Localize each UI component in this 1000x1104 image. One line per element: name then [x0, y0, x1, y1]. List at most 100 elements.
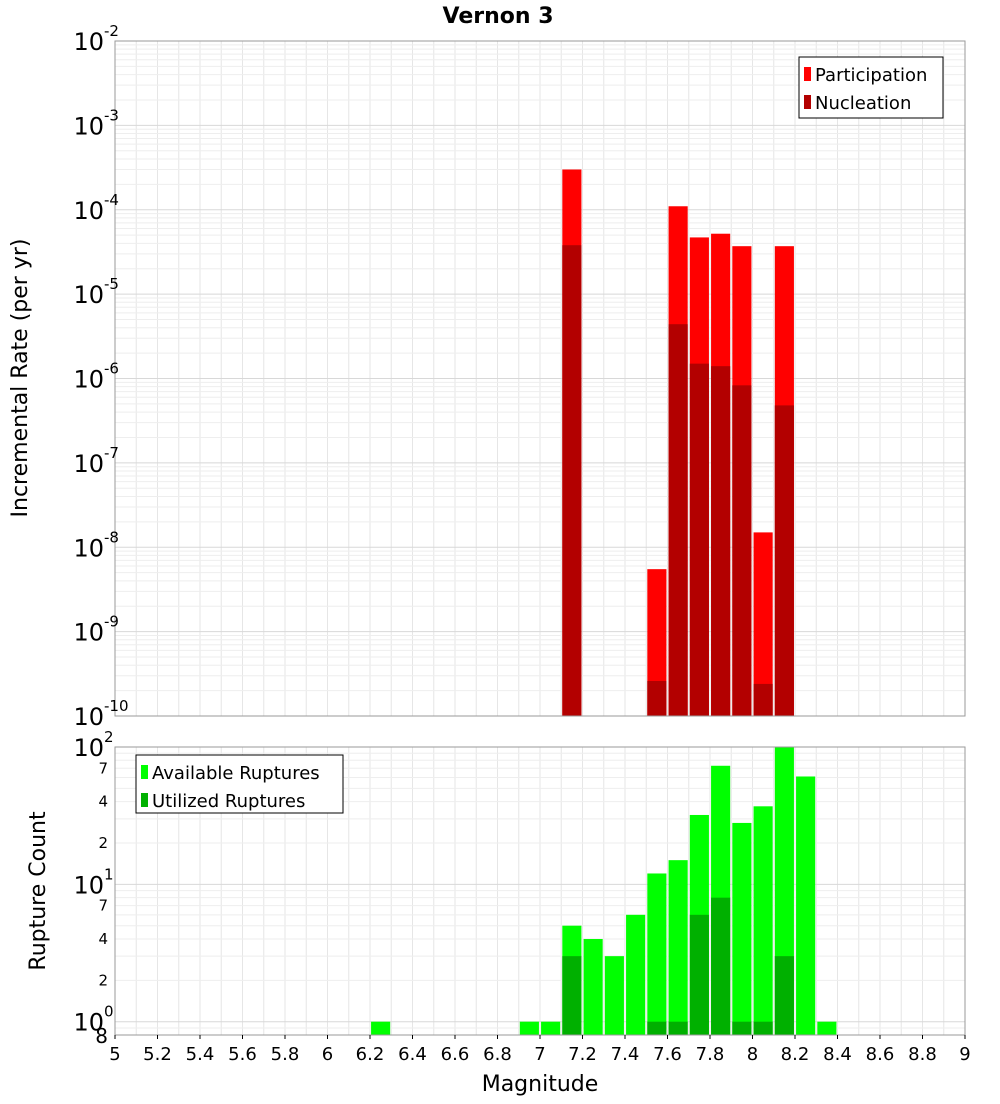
bottom-y-tick-exponent: 2	[104, 728, 114, 746]
top-legend: Participation Nucleation	[798, 56, 944, 119]
x-tick-label: 6.8	[483, 1044, 512, 1065]
top-bar	[753, 532, 773, 716]
bottom-bar	[647, 873, 667, 1035]
top-y-tick-exponent: -2	[104, 22, 119, 40]
bottom-bar	[604, 956, 624, 1035]
bottom-y-tick-base: 10	[73, 734, 104, 762]
top-y-tick-base: 10	[73, 281, 104, 309]
top-bar	[774, 405, 794, 716]
top-bar	[647, 569, 667, 716]
top-y-tick-exponent: -3	[104, 106, 119, 124]
top-y-tick-exponent: -10	[104, 697, 129, 715]
bottom-bar	[626, 914, 646, 1035]
top-y-tick-exponent: -4	[104, 191, 119, 209]
bottom-bar	[583, 939, 603, 1035]
top-y-tick-exponent: -8	[104, 528, 119, 546]
top-legend-box	[798, 56, 944, 119]
bottom-bar	[371, 1021, 391, 1035]
x-tick-label: 5	[109, 1044, 120, 1065]
bottom-legend-box	[135, 754, 344, 814]
bottom-y-tick-exponent: 1	[104, 865, 114, 883]
top-y-tick-base: 10	[73, 366, 104, 394]
top-bar	[753, 683, 773, 716]
top-series-secondary	[562, 245, 794, 717]
top-bar	[711, 366, 731, 716]
x-tick-label: 9	[959, 1044, 970, 1065]
bottom-bar	[668, 1021, 688, 1035]
x-tick-label: 8.4	[823, 1044, 852, 1065]
top-legend-label: Participation	[815, 65, 927, 86]
top-y-axis-label: Incremental Rate (per yr)	[8, 239, 33, 518]
bottom-bar	[711, 897, 731, 1035]
x-tick-label: 7	[534, 1044, 545, 1065]
bottom-bar	[668, 860, 688, 1035]
top-y-tick-exponent: -7	[104, 444, 119, 462]
bottom-y-minor-tick-label: 7	[98, 759, 108, 777]
x-tick-label: 5.6	[228, 1044, 257, 1065]
x-tick-label: 6	[322, 1044, 333, 1065]
top-bar	[689, 363, 709, 716]
top-legend-swatch	[804, 67, 811, 81]
bottom-bar	[541, 1021, 561, 1035]
bottom-bar	[774, 956, 794, 1035]
x-axis-label: Magnitude	[482, 1072, 599, 1097]
x-tick-label: 8.8	[908, 1044, 937, 1065]
bottom-y-minor-tick-label: 2	[98, 971, 108, 989]
bottom-bar	[753, 806, 773, 1035]
x-tick-label: 6.2	[356, 1044, 385, 1065]
bottom-y-minor-tick-label: 4	[98, 930, 108, 948]
bottom-y-tick-base: 10	[73, 1009, 104, 1037]
x-tick-label: 7.4	[611, 1044, 640, 1065]
top-bar	[668, 324, 688, 716]
top-bar	[732, 385, 752, 716]
x-tick-label: 6.4	[398, 1044, 427, 1065]
top-legend-label: Nucleation	[815, 93, 911, 114]
x-tick-label: 5.4	[186, 1044, 215, 1065]
top-y-tick-base: 10	[73, 197, 104, 225]
x-tick-label: 5.8	[271, 1044, 300, 1065]
top-y-tick-base: 10	[73, 619, 104, 647]
x-tick-label: 7.2	[568, 1044, 597, 1065]
bottom-y-tick-base: 10	[73, 871, 104, 899]
bottom-legend-swatch	[141, 793, 148, 807]
bottom-bar	[732, 822, 752, 1035]
bottom-y-minor-tick-label: 2	[98, 834, 108, 852]
x-tick-label: 5.2	[143, 1044, 172, 1065]
bottom-legend-swatch	[141, 765, 148, 779]
top-y-tick-base: 10	[73, 28, 104, 56]
bottom-bar	[753, 1021, 773, 1035]
x-tick-label: 8.2	[781, 1044, 810, 1065]
bottom-legend-label: Available Ruptures	[152, 763, 320, 784]
bottom-series-secondary	[562, 897, 794, 1035]
bottom-bar	[817, 1021, 837, 1035]
top-y-tick-base: 10	[73, 703, 104, 731]
top-y-tick-exponent: -6	[104, 360, 119, 378]
top-y-tick-base: 10	[73, 534, 104, 562]
x-tick-label: 7.6	[653, 1044, 682, 1065]
top-legend-swatch	[804, 95, 811, 109]
bottom-legend: Available Ruptures Utilized Ruptures	[135, 754, 344, 814]
bottom-y-minor-tick-label: 7	[98, 897, 108, 915]
bottom-bar	[562, 956, 582, 1035]
bottom-bar	[689, 914, 709, 1035]
top-y-tick-base: 10	[73, 112, 104, 140]
x-tick-label: 7.8	[696, 1044, 725, 1065]
top-bar	[562, 245, 582, 717]
bottom-y-tick-exponent: 0	[104, 1003, 114, 1021]
x-tick-label: 8.6	[866, 1044, 895, 1065]
bottom-y-axis-label: Rupture Count	[26, 811, 51, 971]
top-grid	[114, 41, 966, 717]
top-bar	[647, 680, 667, 716]
top-y-tick-exponent: -5	[104, 275, 119, 293]
chart-title: Vernon 3	[443, 4, 554, 29]
bottom-bar	[519, 1021, 539, 1035]
bottom-bar	[732, 1021, 752, 1035]
x-tick-label: 6.6	[441, 1044, 470, 1065]
bottom-bar	[647, 1021, 667, 1035]
bottom-y-minor-tick-label: 8	[95, 1024, 108, 1048]
top-y-tick-base: 10	[73, 450, 104, 478]
x-tick-label: 8	[747, 1044, 758, 1065]
bottom-bar	[796, 776, 816, 1035]
